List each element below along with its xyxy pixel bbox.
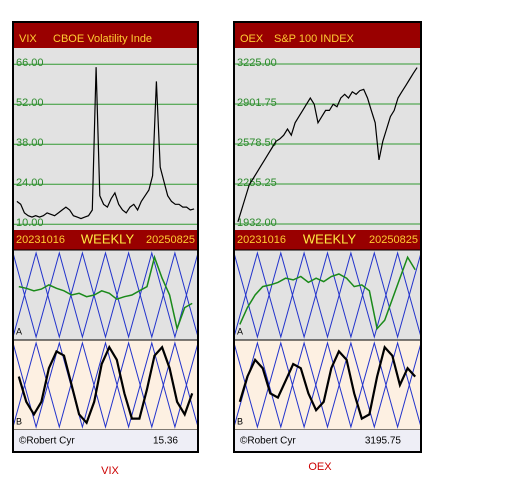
last-value: 3195.75 xyxy=(365,436,402,447)
indicator-line xyxy=(12,341,199,429)
y-tick-label: 38.00 xyxy=(16,137,44,149)
price-line xyxy=(16,67,195,220)
indicator-label: B xyxy=(16,416,22,426)
indicator-label: B xyxy=(237,416,243,426)
instrument-name: CBOE Volatility Inde xyxy=(53,33,152,45)
indicator-line xyxy=(233,251,422,339)
period: WEEKLY xyxy=(303,231,357,246)
footer xyxy=(234,430,421,452)
symbol: OEX xyxy=(240,33,264,45)
price-line xyxy=(237,67,418,222)
date-bar xyxy=(234,230,421,250)
credit: ©Robert Cyr xyxy=(240,436,296,447)
credit: ©Robert Cyr xyxy=(19,436,75,447)
header-bar xyxy=(234,22,421,48)
instrument-name: S&P 100 INDEX xyxy=(274,33,355,45)
indicator-line xyxy=(239,255,416,331)
header-bar xyxy=(13,22,198,48)
y-tick-label: 1932.00 xyxy=(237,217,277,229)
caption: OEX xyxy=(308,461,332,473)
indicator-line xyxy=(12,251,199,339)
panel-border xyxy=(233,21,422,453)
y-tick-label: 3225.00 xyxy=(237,57,277,69)
price-panel xyxy=(13,48,198,230)
y-tick-label: 66.00 xyxy=(16,57,44,69)
indicator-line xyxy=(233,251,422,339)
y-tick-label: 2578.50 xyxy=(237,137,277,149)
indicator-line xyxy=(233,341,422,429)
start-date: 20231016 xyxy=(237,234,286,246)
indicator-label: A xyxy=(16,326,22,336)
y-tick-label: 2255.25 xyxy=(237,177,277,189)
indicator-line xyxy=(18,254,193,332)
indicator-panel xyxy=(12,249,199,341)
end-date: 20250825 xyxy=(369,234,418,246)
y-tick-label: 10.00 xyxy=(16,217,44,229)
indicator-line xyxy=(238,344,417,421)
caption: VIX xyxy=(101,465,119,477)
footer xyxy=(13,430,198,452)
indicator-label: A xyxy=(237,326,243,336)
y-tick-label: 2901.75 xyxy=(237,97,277,109)
indicator-line xyxy=(233,341,422,429)
y-tick-label: 52.00 xyxy=(16,97,44,109)
indicator-panel xyxy=(233,249,422,341)
price-panel xyxy=(234,48,421,230)
y-tick-label: 24.00 xyxy=(16,177,44,189)
indicator-line xyxy=(12,251,199,339)
end-date: 20250825 xyxy=(146,234,195,246)
period: WEEKLY xyxy=(81,231,135,246)
indicator-line xyxy=(17,344,194,425)
last-value: 15.36 xyxy=(153,436,178,447)
symbol: VIX xyxy=(19,33,37,45)
panel-border xyxy=(12,21,199,453)
start-date: 20231016 xyxy=(16,234,65,246)
indicator-line xyxy=(12,341,199,429)
date-bar xyxy=(13,230,198,250)
